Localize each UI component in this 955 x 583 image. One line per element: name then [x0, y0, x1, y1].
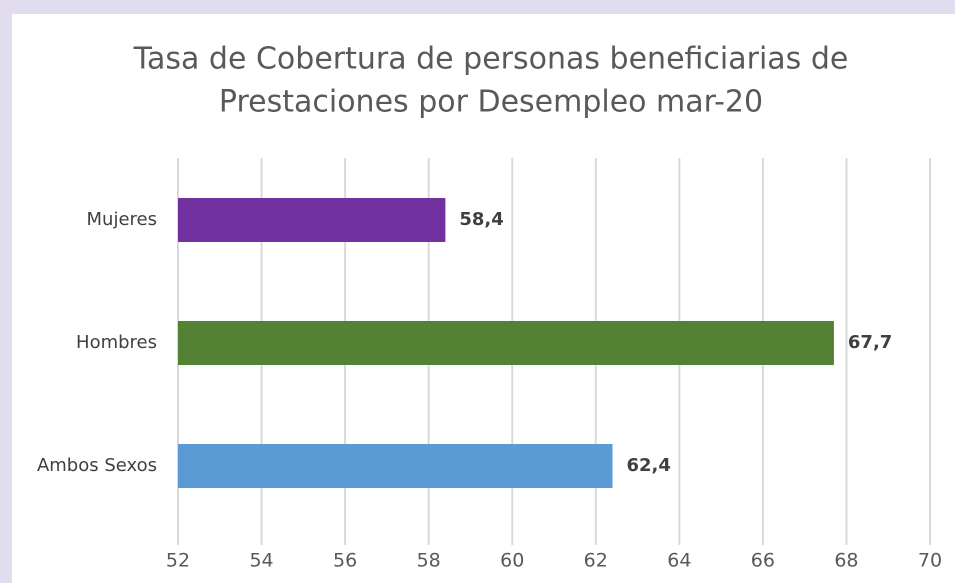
x-tick-label: 52	[166, 550, 190, 572]
data-label: 62,4	[626, 455, 670, 476]
x-tick-label: 64	[667, 550, 691, 572]
x-tick-label: 68	[834, 550, 858, 572]
chart-panel	[12, 14, 955, 583]
bar	[178, 198, 446, 242]
x-tick-label: 62	[584, 550, 608, 572]
x-tick-label: 66	[751, 550, 775, 572]
data-label: 58,4	[459, 209, 503, 230]
data-label: 67,7	[848, 332, 892, 353]
x-tick-label: 60	[500, 550, 524, 572]
y-tick-label: Mujeres	[87, 209, 157, 230]
x-tick-label: 56	[333, 550, 357, 572]
chart-title: Prestaciones por Desempleo mar-20	[219, 85, 763, 120]
y-tick-label: Hombres	[76, 332, 157, 353]
bar	[178, 444, 613, 488]
x-tick-label: 54	[249, 550, 273, 572]
x-tick-label: 58	[417, 550, 441, 572]
chart-title: Tasa de Cobertura de personas beneficiar…	[133, 42, 849, 77]
y-tick-label: Ambos Sexos	[37, 455, 157, 476]
x-tick-label: 70	[918, 550, 942, 572]
bar	[178, 321, 834, 365]
